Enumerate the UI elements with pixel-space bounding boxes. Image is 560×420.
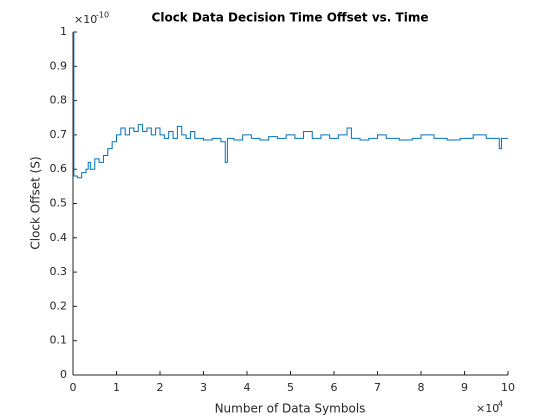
y-tick-label: 0 — [60, 368, 67, 381]
y-tick-label: 0.6 — [50, 162, 68, 175]
y-tick-label: 1 — [60, 25, 67, 38]
x-tick-label: 7 — [374, 381, 381, 394]
y-tick-label: 0.9 — [50, 59, 68, 72]
y-tick-label: 0.8 — [50, 94, 68, 107]
y-tick-label: 0.3 — [50, 265, 68, 278]
chart-title: Clock Data Decision Time Offset vs. Time — [152, 11, 429, 25]
y-tick-label: 0.1 — [50, 334, 68, 347]
y-exponent-power: -10 — [96, 11, 109, 20]
x-tick-label: 5 — [287, 381, 294, 394]
y-tick-label: 0.5 — [50, 197, 68, 210]
x-exponent-power: 4 — [498, 400, 503, 409]
x-tick-label: 8 — [418, 381, 425, 394]
x-tick-label: 1 — [113, 381, 120, 394]
x-exponent: ×10 — [476, 402, 499, 415]
x-tick-label: 10 — [501, 381, 515, 394]
x-tick-label: 9 — [461, 381, 468, 394]
x-tick-label: 3 — [200, 381, 207, 394]
y-axis-label: Clock Offset (S) — [29, 156, 43, 249]
x-tick-label: 6 — [331, 381, 338, 394]
data-line — [73, 31, 508, 179]
y-tick-label: 0.7 — [50, 128, 68, 141]
y-exponent: ×10 — [74, 13, 97, 26]
x-tick-label: 0 — [70, 381, 77, 394]
x-tick-label: 2 — [157, 381, 164, 394]
y-tick-label: 0.2 — [50, 299, 68, 312]
x-axis-label: Number of Data Symbols — [215, 402, 366, 416]
y-tick-label: 0.4 — [50, 231, 68, 244]
x-tick-label: 4 — [244, 381, 251, 394]
